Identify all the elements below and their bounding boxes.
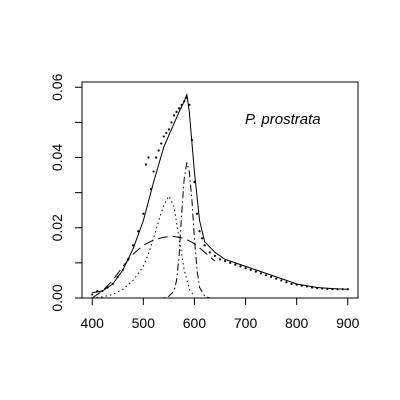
data-point: [218, 258, 222, 261]
data-point: [183, 100, 186, 103]
data-point: [249, 268, 252, 272]
data-point: [157, 149, 160, 152]
data-point: [336, 288, 339, 291]
data-point: [190, 138, 193, 142]
data-point: [121, 268, 124, 272]
data-point: [170, 121, 173, 124]
data-point: [195, 212, 199, 215]
y-tick-label: 0.02: [49, 214, 65, 241]
data-point: [326, 287, 329, 290]
curve-dotted: [92, 195, 195, 299]
y-tick-label: 0.06: [49, 73, 65, 100]
data-point: [178, 107, 181, 110]
data-point: [229, 261, 232, 264]
data-point: [116, 275, 119, 279]
data-point: [175, 110, 178, 113]
data-point: [239, 265, 242, 268]
fitted-curves: [91, 93, 348, 299]
data-point: [264, 274, 268, 277]
curve-dotdash: [163, 162, 210, 299]
data-point: [224, 260, 227, 263]
y-tick-label: 0.00: [49, 284, 65, 311]
data-point: [295, 283, 298, 286]
data-point: [185, 96, 188, 99]
data-point: [126, 258, 130, 261]
curve-solid: [92, 93, 348, 294]
data-point: [162, 135, 165, 138]
data-point: [152, 170, 155, 173]
data-point: [341, 288, 344, 291]
data-point: [275, 277, 278, 280]
data-point: [234, 263, 237, 266]
data-point: [280, 279, 283, 282]
data-point: [259, 272, 262, 275]
x-tick-label: 400: [81, 315, 105, 331]
data-point: [316, 287, 319, 290]
data-point: [111, 282, 114, 286]
data-point: [142, 212, 145, 215]
data-point: [244, 267, 247, 270]
data-point: [172, 114, 176, 117]
data-point: [300, 284, 303, 287]
data-point: [213, 254, 216, 257]
data-point: [155, 156, 158, 159]
data-point: [160, 142, 163, 145]
data-point: [331, 288, 334, 291]
y-tick-label: 0.04: [49, 144, 65, 171]
data-point: [290, 282, 293, 286]
x-tick-label: 800: [285, 315, 309, 331]
x-tick-label: 900: [336, 315, 360, 331]
data-point: [137, 230, 140, 233]
x-tick-label: 600: [183, 315, 207, 331]
observed-points: [91, 96, 349, 296]
data-point: [132, 244, 135, 247]
x-tick-label: 700: [234, 315, 258, 331]
data-point: [203, 244, 206, 247]
data-point: [144, 163, 147, 166]
data-point: [188, 103, 191, 106]
data-point: [198, 230, 201, 233]
y-axis: 0.00 0.02 0.04 0.06: [49, 73, 83, 312]
data-point: [254, 270, 257, 273]
data-point: [321, 287, 324, 290]
data-point: [180, 103, 183, 106]
data-point: [305, 285, 308, 288]
data-point: [193, 180, 196, 184]
data-point: [201, 237, 204, 240]
data-point: [165, 131, 168, 135]
data-point: [91, 293, 94, 296]
data-point: [270, 275, 273, 279]
x-axis: 400 500 600 700 800 900: [81, 297, 360, 331]
data-point: [106, 286, 109, 289]
x-tick-label: 500: [132, 315, 156, 331]
data-point: [285, 281, 288, 284]
data-point: [310, 286, 314, 289]
data-point: [346, 288, 349, 291]
species-annotation: P. prostrata: [245, 111, 321, 128]
data-point: [96, 289, 99, 293]
data-point: [208, 251, 211, 254]
data-point: [167, 128, 170, 131]
data-point: [149, 188, 153, 191]
data-point: [147, 156, 150, 159]
data-point: [101, 289, 104, 293]
